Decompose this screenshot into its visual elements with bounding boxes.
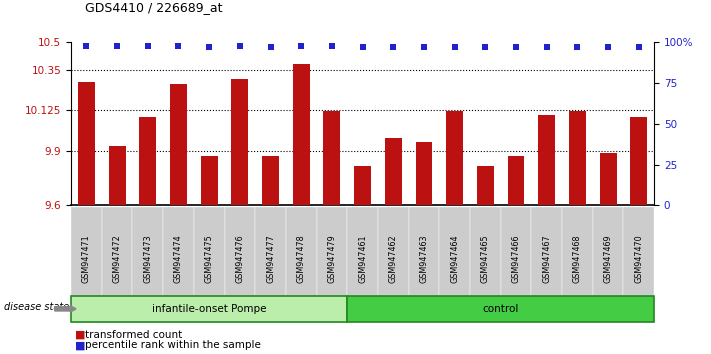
Point	[296, 43, 307, 48]
Bar	[78, 82, 95, 205]
Point	[449, 45, 460, 50]
Text: ■: ■	[75, 340, 85, 350]
Bar	[415, 142, 432, 205]
Point	[510, 45, 522, 50]
Bar	[262, 156, 279, 205]
Text: disease state: disease state	[4, 302, 69, 312]
Bar	[477, 166, 493, 205]
Text: infantile-onset Pompe: infantile-onset Pompe	[152, 304, 267, 314]
Point	[480, 45, 491, 50]
Bar	[201, 156, 218, 205]
Point	[203, 45, 215, 50]
Bar	[538, 115, 555, 205]
Text: GSM947469: GSM947469	[604, 234, 613, 283]
Point	[541, 45, 552, 50]
Point	[633, 45, 644, 50]
Point	[142, 43, 154, 48]
Point	[326, 43, 338, 48]
Bar	[508, 156, 525, 205]
Bar	[631, 117, 647, 205]
Text: GSM947461: GSM947461	[358, 234, 367, 283]
Text: GSM947473: GSM947473	[144, 234, 152, 283]
Bar	[139, 117, 156, 205]
Point	[602, 45, 614, 50]
Text: GSM947477: GSM947477	[266, 234, 275, 283]
Text: GSM947476: GSM947476	[235, 234, 245, 283]
Text: GSM947472: GSM947472	[112, 234, 122, 283]
Bar	[385, 138, 402, 205]
Text: GSM947466: GSM947466	[511, 234, 520, 283]
Bar	[354, 166, 371, 205]
Text: GSM947479: GSM947479	[328, 234, 336, 283]
Bar	[293, 64, 310, 205]
Point	[572, 45, 583, 50]
Text: GSM947468: GSM947468	[573, 234, 582, 283]
Text: ■: ■	[75, 330, 85, 339]
Text: GSM947462: GSM947462	[389, 234, 397, 283]
Point	[234, 43, 245, 48]
Text: GSM947470: GSM947470	[634, 234, 643, 283]
Text: GSM947478: GSM947478	[296, 234, 306, 283]
Bar	[109, 145, 126, 205]
Text: GSM947465: GSM947465	[481, 234, 490, 283]
Point	[418, 45, 429, 50]
Text: GSM947474: GSM947474	[174, 234, 183, 283]
Point	[112, 43, 123, 48]
Text: transformed count: transformed count	[85, 330, 183, 339]
Point	[387, 45, 399, 50]
Text: GSM947464: GSM947464	[450, 234, 459, 283]
Bar	[170, 84, 187, 205]
Bar	[599, 153, 616, 205]
Bar	[569, 111, 586, 205]
Text: percentile rank within the sample: percentile rank within the sample	[85, 340, 261, 350]
Text: GSM947467: GSM947467	[542, 234, 551, 283]
Point	[265, 45, 277, 50]
Text: GSM947471: GSM947471	[82, 234, 91, 283]
Point	[173, 43, 184, 48]
Bar	[232, 79, 248, 205]
Bar	[324, 111, 341, 205]
Text: GSM947463: GSM947463	[419, 234, 429, 283]
Bar	[447, 111, 463, 205]
Text: GDS4410 / 226689_at: GDS4410 / 226689_at	[85, 1, 223, 14]
Point	[357, 45, 368, 50]
Text: GSM947475: GSM947475	[205, 234, 214, 283]
Text: control: control	[483, 304, 519, 314]
Point	[81, 43, 92, 48]
